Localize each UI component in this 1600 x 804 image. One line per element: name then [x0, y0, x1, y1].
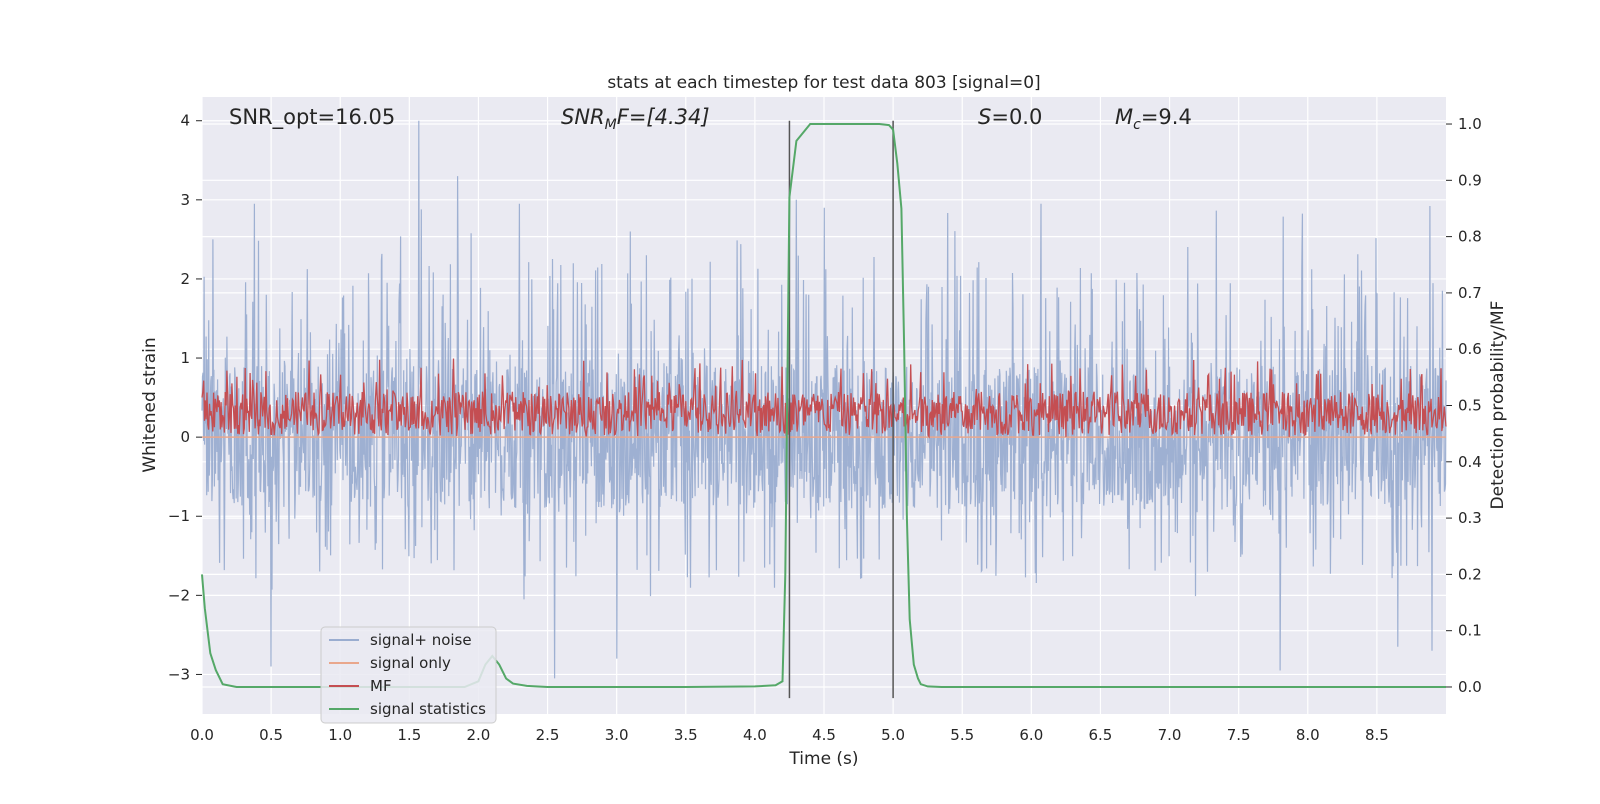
x-tick-labels: 0.0 0.5 1.0 1.5 2.0 2.5 3.0 3.5 4.0 4.5 5.0 5.5 6.0 6… — [190, 726, 1389, 744]
y-tick-label: −3 — [168, 665, 190, 683]
signal-noise-line — [201, 120, 1447, 679]
y2-tick-label: 0.1 — [1458, 622, 1482, 640]
x-tick-label: 4.0 — [743, 726, 767, 744]
x-tick-label: 3.0 — [605, 726, 629, 744]
x-tick-label: 6.5 — [1089, 726, 1113, 744]
series-signal-noise — [201, 120, 1447, 679]
y-tick-label: 2 — [180, 270, 190, 288]
chart-title: stats at each timestep for test data 803… — [607, 73, 1040, 93]
x-tick-label: 6.0 — [1019, 726, 1043, 744]
x-axis-label: Time (s) — [788, 749, 858, 769]
annotation-mc: Mc=9.4 — [1115, 105, 1192, 133]
x-tick-label: 4.5 — [812, 726, 836, 744]
legend-label-signal-noise: signal+ noise — [370, 631, 472, 649]
y-tick-label: 0 — [180, 428, 190, 446]
annotation-s: S=0.0 — [978, 105, 1042, 129]
y2-tick-label: 0.8 — [1458, 228, 1482, 246]
x-tick-label: 0.0 — [190, 726, 214, 744]
y2-tick-label: 0.2 — [1458, 565, 1482, 583]
y2-tick-label: 0.3 — [1458, 509, 1482, 527]
y2-tick-label: 0.4 — [1458, 453, 1482, 471]
x-tick-label: 1.0 — [328, 726, 352, 744]
legend: signal+ noise signal only MF signal stat… — [320, 626, 497, 724]
annotation-snr-mf: SNRMF=[4.34] — [561, 105, 710, 133]
x-tick-label: 8.5 — [1365, 726, 1389, 744]
x-tick-label: 7.5 — [1227, 726, 1251, 744]
y-right-tick-labels: 1.0 0.9 0.8 0.7 0.6 0.5 0.4 0.3 0.2 0.1 0.0 — [1458, 115, 1482, 696]
y-tick-label: 1 — [180, 349, 190, 367]
y2-tick-label: 0.0 — [1458, 678, 1482, 696]
y-tick-label: 3 — [180, 191, 190, 209]
series-mf — [201, 358, 1447, 439]
y-tick-label: −2 — [168, 586, 190, 604]
legend-box — [320, 626, 497, 724]
y2-tick-label: 0.5 — [1458, 397, 1482, 415]
x-tick-label: 2.5 — [536, 726, 560, 744]
x-tick-label: 7.0 — [1158, 726, 1182, 744]
y2-tick-label: 1.0 — [1458, 115, 1482, 133]
legend-label-signal-statistics: signal statistics — [370, 700, 486, 718]
x-tick-label: 8.0 — [1296, 726, 1320, 744]
legend-label-signal-only: signal only — [370, 654, 451, 672]
x-tick-label: 0.5 — [259, 726, 283, 744]
y2-tick-label: 0.7 — [1458, 284, 1482, 302]
y-tick-label: −1 — [168, 507, 190, 525]
legend-label-mf: MF — [370, 677, 392, 695]
y-left-tick-labels: 4 3 2 1 0 −1 −2 −3 — [168, 112, 190, 684]
x-tick-label: 1.5 — [397, 726, 421, 744]
x-tick-label: 2.0 — [467, 726, 491, 744]
x-tick-label: 5.0 — [881, 726, 905, 744]
y-axis-label-right: Detection probability/MF — [1488, 301, 1508, 510]
y-axis-label-left: Whitened strain — [140, 337, 160, 472]
x-tick-label: 5.5 — [950, 726, 974, 744]
annotation-snr-opt: SNR_opt=16.05 — [229, 105, 395, 130]
y2-tick-label: 0.6 — [1458, 340, 1482, 358]
mf-line — [201, 358, 1447, 439]
y-tick-label: 4 — [180, 112, 190, 130]
y2-tick-label: 0.9 — [1458, 171, 1482, 189]
x-tick-label: 3.5 — [674, 726, 698, 744]
